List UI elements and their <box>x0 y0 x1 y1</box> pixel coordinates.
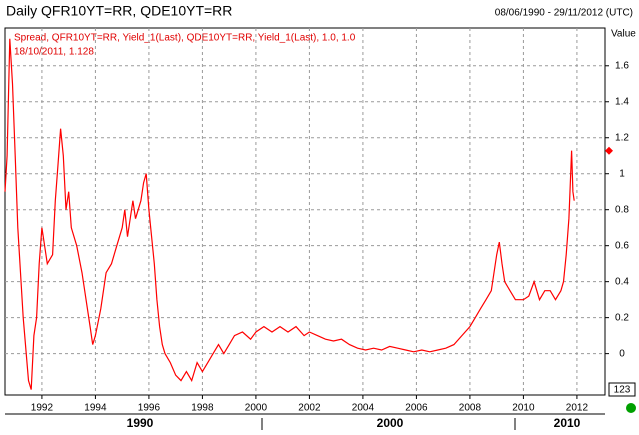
y-tick-label: 1.2 <box>615 132 629 143</box>
x-tick-label: 2006 <box>405 403 428 414</box>
x-tick-label: 2004 <box>352 403 375 414</box>
y-tick-label: 0 <box>619 348 625 359</box>
x-tick-label: 1996 <box>138 403 161 414</box>
x-tick-label: 2000 <box>245 403 268 414</box>
x-tick-label: 2002 <box>298 403 321 414</box>
corner-box <box>608 382 636 397</box>
decade-label: 2000 <box>377 416 404 430</box>
last-value-marker <box>605 146 613 155</box>
series-line <box>4 38 575 390</box>
legend-text: Spread, QFR10YT=RR, Yield_1(Last), QDE10… <box>14 33 356 44</box>
x-tick-label: 2008 <box>459 403 482 414</box>
y-tick-label: 1.4 <box>615 96 629 107</box>
x-tick-label: 1994 <box>84 403 107 414</box>
corner-label: 123 <box>614 385 631 396</box>
date-range: 08/06/1990 - 29/11/2012 (UTC) <box>495 8 633 19</box>
plot-frame <box>4 27 606 396</box>
decade-label: 2010 <box>554 416 581 430</box>
y-tick-label: 0.4 <box>615 276 629 287</box>
y-tick-label: 1 <box>619 168 625 179</box>
status-dot <box>626 403 636 413</box>
y-tick-label: 0.2 <box>615 312 629 323</box>
y-tick-label: 1.6 <box>615 60 629 71</box>
x-tick-label: 2012 <box>566 403 589 414</box>
x-tick-label: 2010 <box>512 403 535 414</box>
last-label: 18/10/2011, 1.128 <box>14 47 94 58</box>
y-tick-label: 0.6 <box>615 240 629 251</box>
chart-title: Daily QFR10YT=RR, QDE10YT=RR <box>6 3 232 19</box>
y-tick-label: 0.8 <box>615 204 629 215</box>
y-axis-label: Value <box>611 29 636 40</box>
x-tick-label: 1998 <box>191 403 214 414</box>
decade-label: 1990 <box>127 416 154 430</box>
x-tick-label: 1992 <box>31 403 54 414</box>
